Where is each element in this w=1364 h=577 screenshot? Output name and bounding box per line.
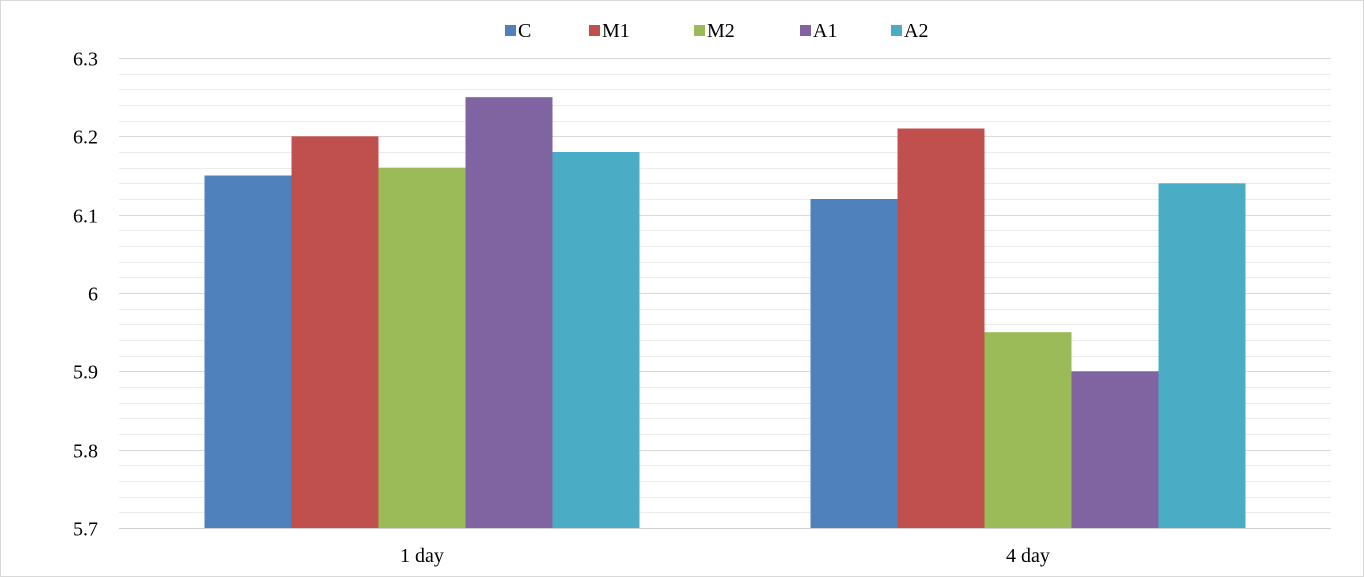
legend-swatch-m2: [694, 25, 705, 36]
legend-swatch-m1: [589, 25, 600, 36]
bars: [204, 97, 1246, 529]
bar-a2-4-day: [1158, 183, 1246, 529]
bar-m2-4-day: [984, 332, 1072, 528]
bar-a2-1-day: [552, 152, 640, 528]
legend-label-c: C: [518, 20, 531, 42]
bar-m1-1-day: [291, 136, 379, 529]
bar-a1-4-day: [1071, 371, 1159, 528]
y-tick-label: 5.9: [73, 362, 98, 384]
legend-label-a2: A2: [904, 20, 928, 42]
legend-swatch-a2: [891, 25, 902, 36]
bar-c-1-day: [204, 175, 292, 528]
legend-label-m1: M1: [602, 20, 630, 42]
legend-label-a1: A1: [813, 20, 837, 42]
legend-swatch-c: [505, 25, 516, 36]
y-tick-label: 6.3: [73, 49, 98, 71]
bar-m2-1-day: [378, 167, 466, 528]
legend-label-m2: M2: [707, 20, 735, 42]
x-category-label: 4 day: [1006, 545, 1050, 567]
bar-m1-4-day: [897, 128, 985, 528]
axes: 5.7 5.8 5.9 6 6.1 6.2 6.3 1 day 4 day: [73, 49, 1050, 568]
y-tick-label: 5.7: [73, 519, 98, 541]
y-tick-label: 6.2: [73, 127, 98, 149]
x-category-label: 1 day: [400, 545, 444, 567]
legend: C M1 M2 A1 A2: [505, 20, 928, 42]
y-tick-label: 5.8: [73, 441, 98, 463]
legend-swatch-a1: [800, 25, 811, 36]
bar-c-4-day: [810, 199, 898, 528]
y-tick-label: 6: [88, 284, 98, 306]
bar-a1-1-day: [465, 97, 553, 529]
y-tick-label: 6.1: [73, 206, 98, 228]
